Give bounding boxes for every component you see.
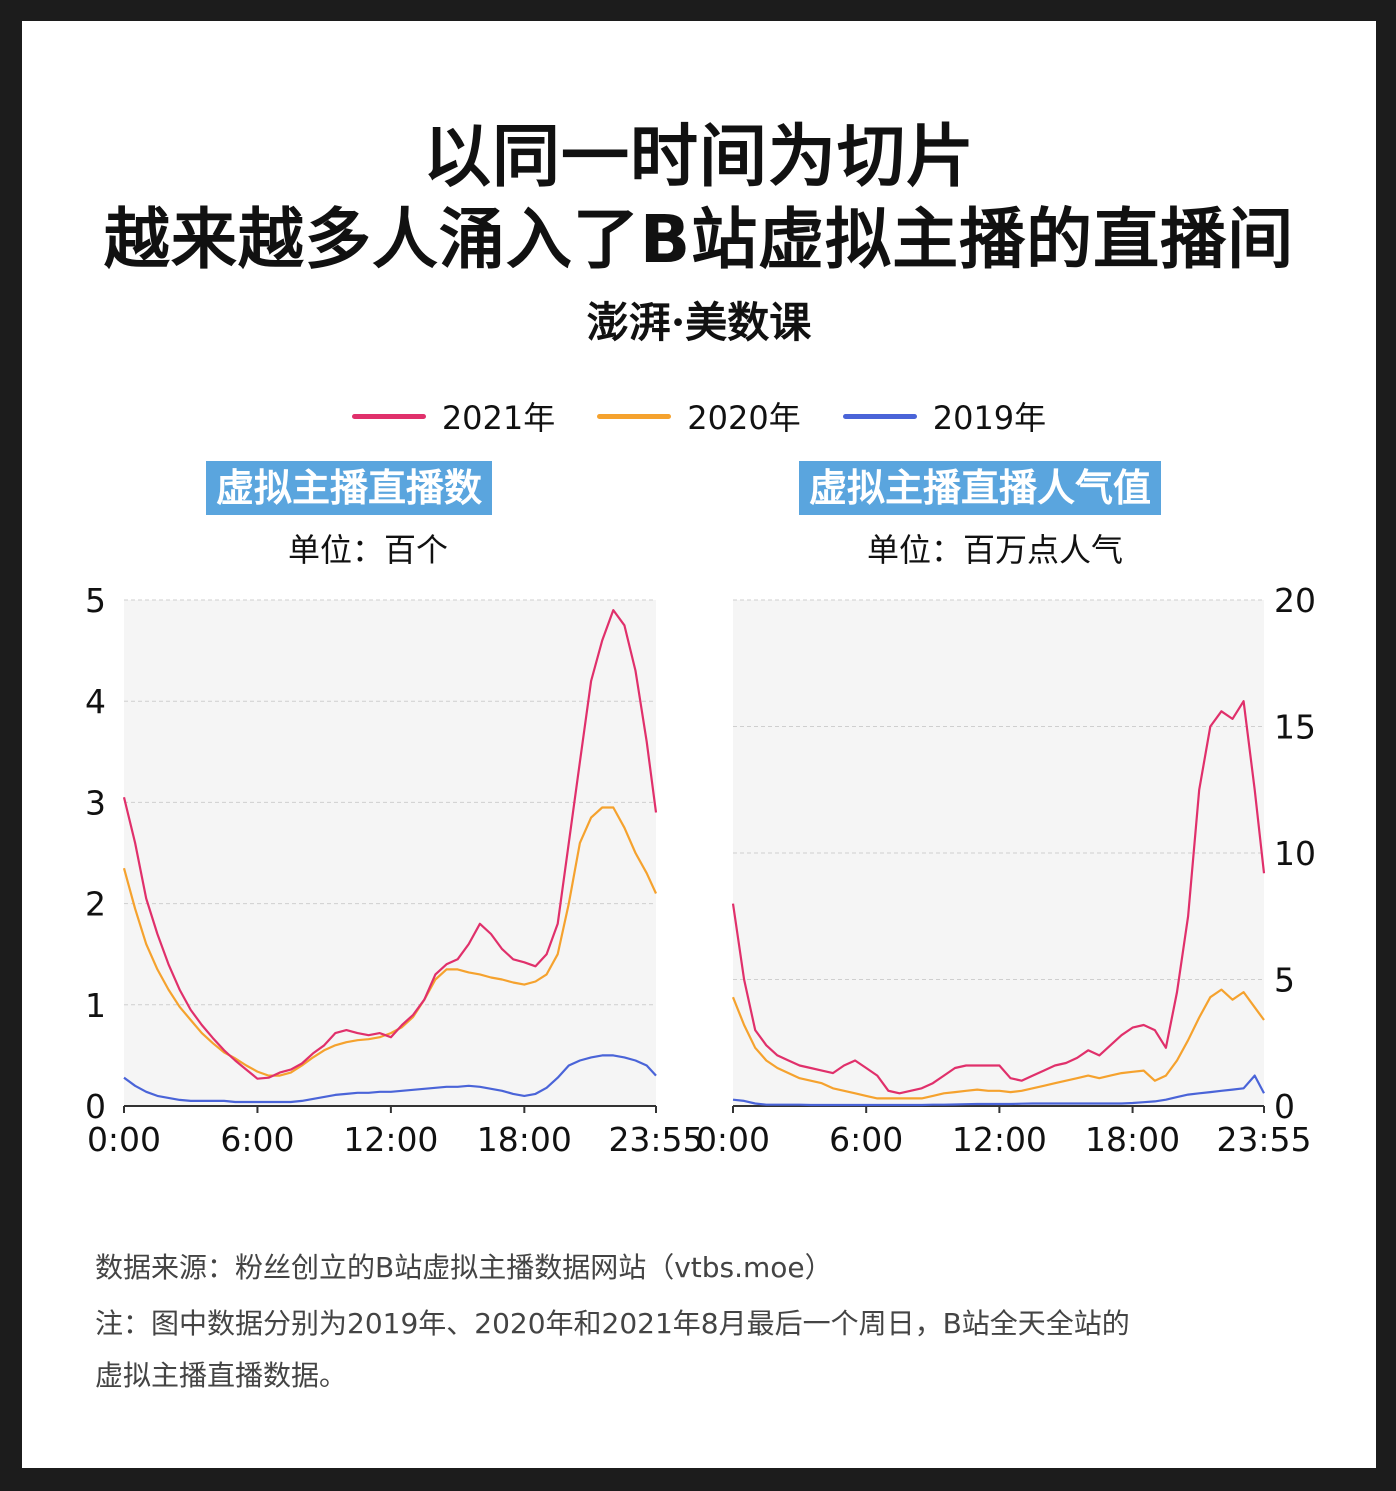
chart1-y-tick-label: 5 (85, 581, 106, 620)
chart2-y-tick-label: 20 (1274, 581, 1316, 620)
legend-label-2021: 2021年 (441, 399, 556, 437)
footer-source: 数据来源：粉丝创立的B站虚拟主播数据网站（vtbs.moe） (95, 1251, 833, 1284)
title-line2: 越来越多人涌入了B站虚拟主播的直播间 (103, 201, 1295, 278)
chart1-plot-area (124, 600, 656, 1106)
chart1-y-tick-label: 1 (85, 986, 106, 1025)
title-line1: 以同一时间为切片 (422, 118, 975, 197)
legend-item-2020: 2020年 (597, 393, 801, 439)
chart1-series-2019 (123, 1054, 657, 1104)
chart2-y-tick-label: 0 (1274, 1087, 1295, 1126)
chart2-series-2019 (732, 1074, 1265, 1107)
chart2-x-tick-label: 0:00 (696, 1120, 770, 1159)
chart2-y-tick-label: 5 (1274, 961, 1295, 1000)
legend-item-2019: 2019年 (842, 393, 1047, 439)
chart1-x-tick-label: 12:00 (343, 1120, 438, 1159)
chart2-series-2021 (731, 700, 1266, 1095)
chart-unit-popularity: 单位：百万点人气 (867, 531, 1124, 569)
footer-note-line1: 注：图中数据分别为2019年、2020年和2021年8月最后一个周日，B站全天全… (95, 1307, 1130, 1340)
chart1-x-tick-label: 18:00 (477, 1120, 572, 1159)
legend: 2021年 2020年 2019年 (22, 393, 1376, 439)
chart2-y-tick-label: 15 (1274, 708, 1316, 747)
chart-title-count: 虚拟主播直播数 (206, 461, 493, 515)
legend-swatch-2021 (351, 413, 426, 419)
infographic-card: 以同一时间为切片 越来越多人涌入了B站虚拟主播的直播间 澎湃·美数课 2021年… (22, 21, 1376, 1468)
legend-swatch-2020 (597, 413, 672, 419)
chart2-series-2020 (731, 988, 1265, 1100)
chart1-x-tick-label: 6:00 (220, 1120, 294, 1159)
footer-note-line2: 虚拟主播直播数据。 (95, 1359, 348, 1392)
chart1-series-2021 (122, 608, 658, 1080)
legend-label-2020: 2020年 (687, 399, 801, 437)
chart2-x-tick-label: 6:00 (829, 1120, 903, 1159)
chart2-y-tick-label: 10 (1274, 834, 1316, 873)
chart1-series-2020 (122, 806, 658, 1077)
chart1-y-tick-label: 4 (85, 682, 106, 721)
chart1-y-tick-label: 2 (85, 885, 106, 924)
chart2-x-tick-label: 23:55 (1216, 1120, 1311, 1159)
chart1-y-tick-label: 3 (85, 783, 106, 822)
chart1-x-tick-label: 23:55 (608, 1120, 703, 1159)
legend-item-2021: 2021年 (351, 393, 556, 439)
chart2-x-tick-label: 18:00 (1085, 1120, 1180, 1159)
legend-swatch-2019 (842, 413, 917, 419)
publisher-logo: 澎湃·美数课 (586, 298, 812, 347)
legend-label-2019: 2019年 (932, 399, 1047, 437)
chart2-x-tick-label: 12:00 (952, 1120, 1047, 1159)
chart-unit-count: 单位：百个 (288, 531, 449, 569)
chart1-x-tick-label: 0:00 (87, 1120, 161, 1159)
chart1-y-tick-label: 0 (85, 1087, 106, 1126)
chart-title-popularity: 虚拟主播直播人气值 (799, 461, 1162, 515)
